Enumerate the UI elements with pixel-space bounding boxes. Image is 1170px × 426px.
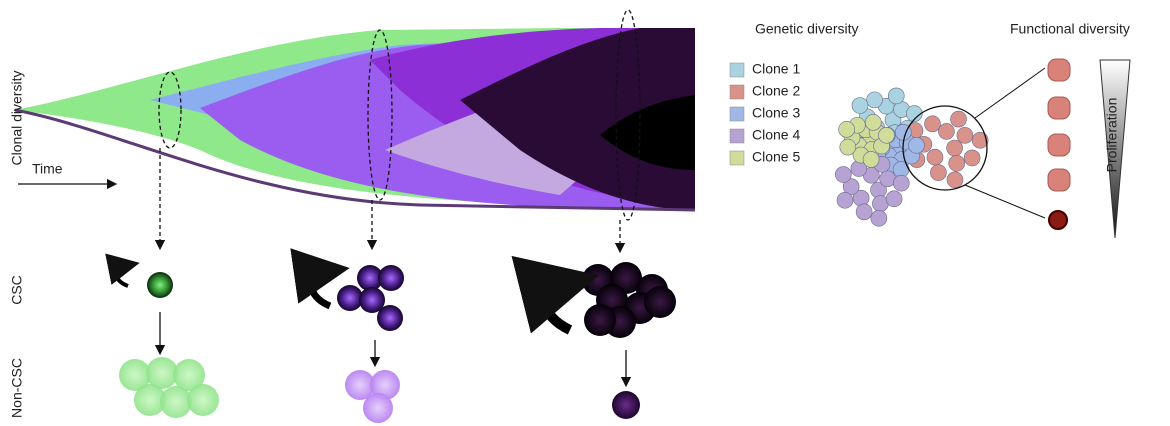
functional-cells xyxy=(1048,59,1070,229)
functional-title: Functional diversity xyxy=(1010,21,1130,37)
diagram: Clonal diversity Time CSC Non-CSC Geneti… xyxy=(0,0,1170,426)
curved-arrow xyxy=(116,266,128,286)
functional-cell xyxy=(1048,169,1070,191)
tumor-cell xyxy=(871,210,887,226)
tumor-cell xyxy=(839,121,855,137)
curved-arrow xyxy=(311,272,330,306)
cell xyxy=(612,391,640,419)
tumor-cell xyxy=(908,137,924,153)
y-axis-label: Clonal diversity xyxy=(9,71,25,166)
tumor-cell xyxy=(852,97,868,113)
page: {"left_panel": {"y_label": "Clonal diver… xyxy=(0,0,1170,426)
tumor-cell xyxy=(947,140,963,156)
tumor-cell xyxy=(878,127,894,143)
tumor-cell xyxy=(863,151,879,167)
legend: Clone 1 Clone 2 Clone 3 Clone 4 Clone 5 xyxy=(730,61,800,165)
legend-label: Clone 1 xyxy=(752,61,800,77)
legend-swatch xyxy=(730,107,744,121)
cell xyxy=(377,305,403,331)
fish-plot xyxy=(15,28,695,210)
tumor-cell xyxy=(927,149,943,165)
cell xyxy=(378,265,404,291)
curved-arrow xyxy=(545,285,570,330)
legend-swatch xyxy=(730,151,744,165)
tumor-cell xyxy=(835,167,851,183)
tumor-cell xyxy=(865,114,881,130)
csc-label: CSC xyxy=(9,275,25,305)
tumor-cell xyxy=(938,123,954,139)
cell xyxy=(187,384,219,416)
tumor-cell xyxy=(964,150,980,166)
cell xyxy=(337,285,363,311)
tumor-cell xyxy=(837,192,853,208)
gradient-label: Proliferation xyxy=(1104,98,1120,173)
legend-label: Clone 4 xyxy=(752,127,800,143)
tumor-cell xyxy=(867,92,883,108)
legend-label: Clone 3 xyxy=(752,105,800,121)
genetic-title: Genetic diversity xyxy=(755,21,858,37)
tumor-cell xyxy=(886,191,902,207)
time-label: Time xyxy=(32,161,63,177)
tumor-cell xyxy=(930,165,946,181)
legend-swatch xyxy=(730,129,744,143)
functional-cell xyxy=(1048,134,1070,156)
functional-cell xyxy=(1049,211,1067,229)
legend-label: Clone 5 xyxy=(752,149,800,165)
cell xyxy=(584,304,616,336)
tumor xyxy=(835,88,988,226)
tumor-cell xyxy=(947,172,963,188)
legend-label: Clone 2 xyxy=(752,83,800,99)
cell xyxy=(363,393,393,423)
zoom-line xyxy=(965,185,1045,218)
functional-cell xyxy=(1048,97,1070,119)
cell-groups xyxy=(119,262,676,423)
tumor-cell xyxy=(888,88,904,104)
tumor-cell xyxy=(840,139,856,155)
functional-cell xyxy=(1048,59,1070,81)
tumor-cell xyxy=(893,175,909,191)
tumor-cell xyxy=(951,111,967,127)
cell xyxy=(644,286,676,318)
tumor-cell xyxy=(856,204,872,220)
legend-swatch xyxy=(730,63,744,77)
non-csc-label: Non-CSC xyxy=(9,358,25,418)
tumor-cell xyxy=(949,155,965,171)
tumor-cell xyxy=(957,127,973,143)
zoom-line xyxy=(975,68,1045,118)
cell xyxy=(147,272,173,298)
tumor-cell xyxy=(924,116,940,132)
legend-swatch xyxy=(730,85,744,99)
